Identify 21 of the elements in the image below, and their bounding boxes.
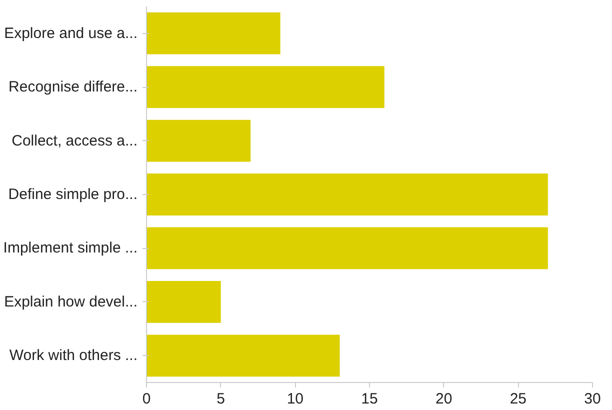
x-tick-label: 5 <box>216 390 226 408</box>
x-tick-label: 10 <box>286 390 304 408</box>
y-tick-label: Recognise differe... <box>8 78 138 96</box>
bar <box>146 280 221 323</box>
y-tick-label: Work with others ... <box>9 347 138 364</box>
bar <box>146 227 548 270</box>
bar <box>146 12 280 54</box>
y-tick-label: Collect, access a... <box>12 132 138 150</box>
y-tick-label: Explore and use a... <box>4 24 138 42</box>
x-tick-label: 15 <box>361 390 378 408</box>
x-tick-label: 20 <box>435 390 452 408</box>
y-tick-label: Implement simple ... <box>3 240 138 257</box>
bar <box>146 120 251 162</box>
x-tick-label: 0 <box>142 390 151 408</box>
y-tick-label: Define simple pro... <box>8 186 138 203</box>
bar <box>146 66 384 108</box>
x-tick-label: 25 <box>510 390 527 408</box>
bar <box>146 334 340 377</box>
y-tick-label: Explain how devel... <box>4 293 138 310</box>
x-tick-label: 30 <box>584 390 601 408</box>
bar <box>146 174 548 216</box>
